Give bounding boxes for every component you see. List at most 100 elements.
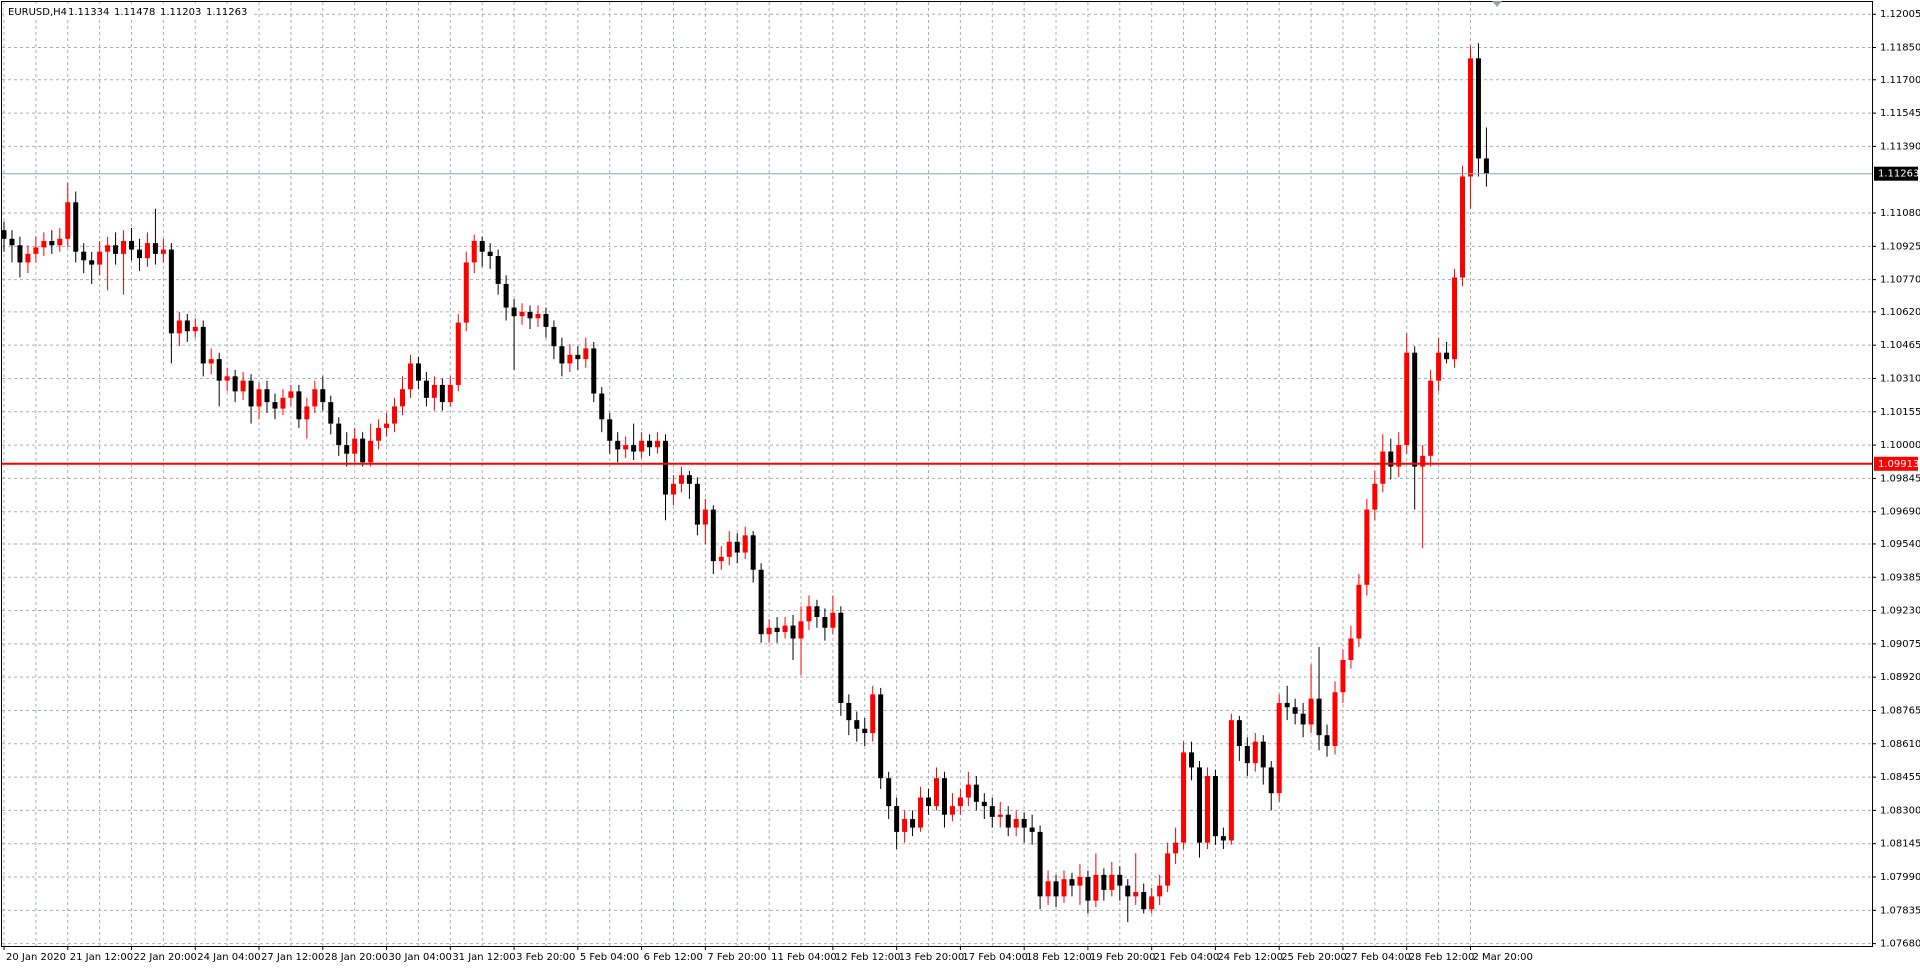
candle-body bbox=[910, 819, 916, 828]
x-tick-label: 22 Jan 20:00 bbox=[134, 952, 197, 963]
price-label: 1.11263 bbox=[1878, 169, 1919, 180]
y-tick-label: 1.10925 bbox=[1880, 241, 1920, 252]
candle-body bbox=[455, 322, 461, 385]
x-tick-label: 12 Feb 12:00 bbox=[835, 952, 901, 963]
candle-body bbox=[1356, 584, 1362, 639]
candle-body bbox=[1117, 874, 1123, 886]
candle-body bbox=[192, 326, 198, 332]
x-tick-label: 18 Feb 12:00 bbox=[1026, 952, 1092, 963]
candle-body bbox=[1428, 380, 1434, 456]
candle-body bbox=[1157, 885, 1163, 897]
candle-body bbox=[129, 240, 135, 250]
candle-body bbox=[272, 402, 278, 409]
candle-body bbox=[886, 778, 892, 807]
y-tick-label: 1.11390 bbox=[1880, 141, 1920, 152]
candle-body bbox=[495, 255, 501, 284]
candle-body bbox=[312, 389, 318, 407]
candle-body bbox=[1165, 853, 1171, 886]
candle-body bbox=[511, 307, 517, 317]
header: EURUSD,H4 1.11334 1.11478 1.11203 1.1126… bbox=[4, 4, 254, 20]
candle-body bbox=[144, 243, 150, 259]
candle-body bbox=[1101, 874, 1107, 890]
candle-body bbox=[1149, 896, 1155, 910]
candle-body bbox=[702, 509, 708, 525]
x-tick-label: 28 Jan 20:00 bbox=[325, 952, 388, 963]
y-tick-label: 1.08765 bbox=[1880, 705, 1920, 716]
candle-body bbox=[1483, 158, 1489, 174]
x-tick-label: 17 Feb 04:00 bbox=[962, 952, 1028, 963]
candle-body bbox=[407, 363, 413, 390]
candle-body bbox=[750, 535, 756, 570]
candle-body bbox=[790, 625, 796, 639]
candle-body bbox=[296, 391, 302, 420]
y-tick-label: 1.08300 bbox=[1880, 805, 1920, 816]
candle-body bbox=[503, 283, 509, 308]
candle-body bbox=[559, 346, 565, 364]
candle-body bbox=[631, 445, 637, 452]
candle-body bbox=[344, 445, 350, 454]
candle-body bbox=[1228, 720, 1234, 841]
candle-body bbox=[376, 427, 382, 441]
candle-body bbox=[1260, 741, 1266, 768]
candle-body bbox=[65, 202, 71, 239]
candle-body bbox=[479, 240, 485, 252]
y-tick-label: 1.10155 bbox=[1880, 407, 1920, 418]
candle-body bbox=[264, 389, 270, 403]
candle-body bbox=[73, 202, 79, 252]
high-value: 1.11478 bbox=[114, 7, 155, 18]
candle-body bbox=[49, 240, 55, 246]
candle-body bbox=[878, 694, 884, 779]
candle-body bbox=[806, 606, 812, 622]
candle-body bbox=[607, 419, 613, 441]
candle-body bbox=[1292, 707, 1298, 714]
candle-body bbox=[240, 380, 246, 392]
candle-body bbox=[423, 380, 429, 398]
x-tick-label: 21 Feb 04:00 bbox=[1154, 952, 1220, 963]
candle-body bbox=[1204, 776, 1210, 843]
y-tick-label: 1.07835 bbox=[1880, 905, 1920, 916]
candle-body bbox=[1093, 874, 1099, 901]
candle-body bbox=[519, 311, 525, 317]
candle-body bbox=[1308, 698, 1314, 725]
candle-body bbox=[176, 320, 182, 334]
candle-body bbox=[1404, 352, 1410, 446]
candle-body bbox=[1181, 752, 1187, 843]
candle-body bbox=[1212, 776, 1218, 837]
candle-body bbox=[726, 541, 732, 557]
x-tick-label: 27 Feb 04:00 bbox=[1345, 952, 1411, 963]
candle-body bbox=[439, 384, 445, 403]
candle-body bbox=[352, 438, 358, 454]
candle-body bbox=[862, 728, 868, 734]
candle-body bbox=[933, 778, 939, 807]
low-value: 1.11203 bbox=[160, 7, 201, 18]
candle-body bbox=[1284, 702, 1290, 708]
x-tick-label: 7 Feb 20:00 bbox=[707, 952, 766, 963]
y-tick-label: 1.12005 bbox=[1880, 9, 1920, 20]
candle-body bbox=[694, 483, 700, 525]
x-tick-label: 5 Feb 04:00 bbox=[580, 952, 639, 963]
candle-body bbox=[941, 778, 947, 815]
candle-body bbox=[742, 535, 748, 553]
candle-body bbox=[1037, 831, 1043, 897]
candle-body bbox=[328, 402, 334, 424]
y-tick-label: 1.09845 bbox=[1880, 473, 1920, 484]
candle-body bbox=[1475, 58, 1481, 159]
x-tick-label: 24 Feb 12:00 bbox=[1217, 952, 1283, 963]
candle-body bbox=[1332, 692, 1338, 746]
candle-body bbox=[830, 612, 836, 628]
candle-body bbox=[1077, 877, 1083, 886]
candle-body bbox=[718, 556, 724, 562]
candle-body bbox=[415, 363, 421, 381]
candle-body bbox=[1276, 702, 1282, 794]
y-tick-label: 1.10000 bbox=[1880, 440, 1920, 451]
y-tick-label: 1.09690 bbox=[1880, 507, 1920, 518]
candle-body bbox=[814, 606, 820, 618]
y-tick-label: 1.09385 bbox=[1880, 572, 1920, 583]
candle-body bbox=[1452, 277, 1458, 360]
candle-body bbox=[113, 245, 119, 254]
candle-body bbox=[639, 440, 645, 452]
candle-body bbox=[965, 784, 971, 798]
candle-body bbox=[591, 348, 597, 394]
candle-body bbox=[17, 245, 23, 263]
